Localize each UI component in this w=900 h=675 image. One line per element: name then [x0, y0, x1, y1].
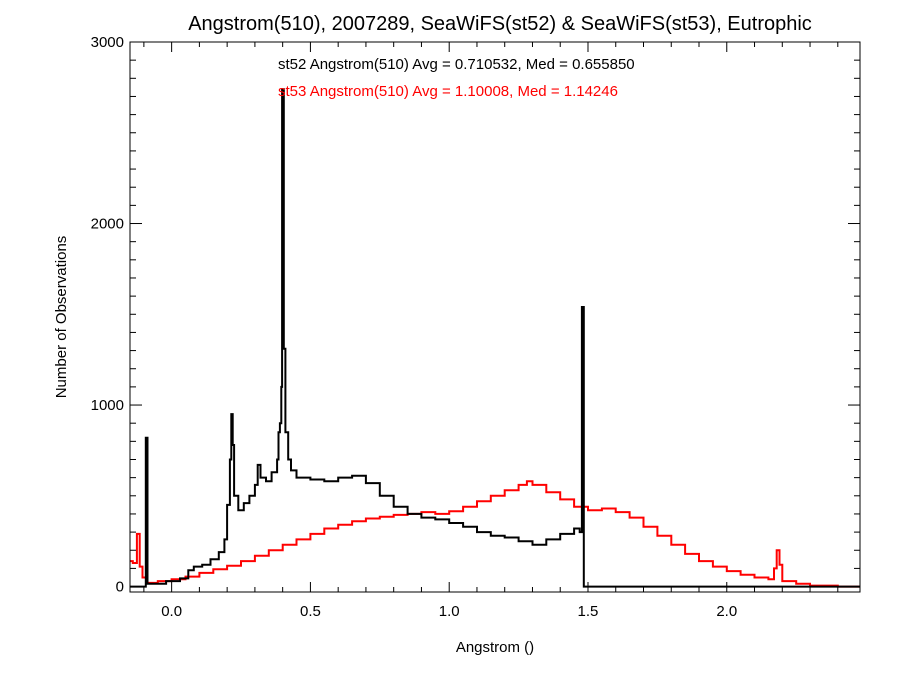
y-axis-label: Number of Observations — [53, 236, 70, 399]
series-line-1 — [130, 480, 860, 588]
x-tick-label: 0.5 — [300, 603, 321, 620]
chart-title: Angstrom(510), 2007289, SeaWiFS(st52) & … — [188, 13, 812, 35]
x-axis-label: Angstrom () — [456, 639, 534, 656]
x-tick-label: 2.0 — [716, 603, 737, 620]
y-tick-label: 3000 — [91, 34, 124, 51]
y-tick-label: 1000 — [91, 397, 124, 414]
x-tick-label: 1.5 — [578, 603, 599, 620]
y-tick-label: 2000 — [91, 216, 124, 233]
tick-layer: 0.0 0.5 1.0 1.5 2.0 0 1000 2000 3000 — [91, 34, 860, 620]
annotation-st52: st52 Angstrom(510) Avg = 0.710532, Med =… — [278, 56, 635, 73]
annotation-st53: st53 Angstrom(510) Avg = 1.10008, Med = … — [278, 83, 618, 100]
series-layer — [130, 88, 860, 588]
series-line-0 — [130, 88, 860, 588]
x-tick-label: 1.0 — [439, 603, 460, 620]
x-tick-label: 0.0 — [161, 603, 182, 620]
plot-frame — [129, 41, 861, 593]
y-tick-label: 0 — [116, 579, 124, 596]
